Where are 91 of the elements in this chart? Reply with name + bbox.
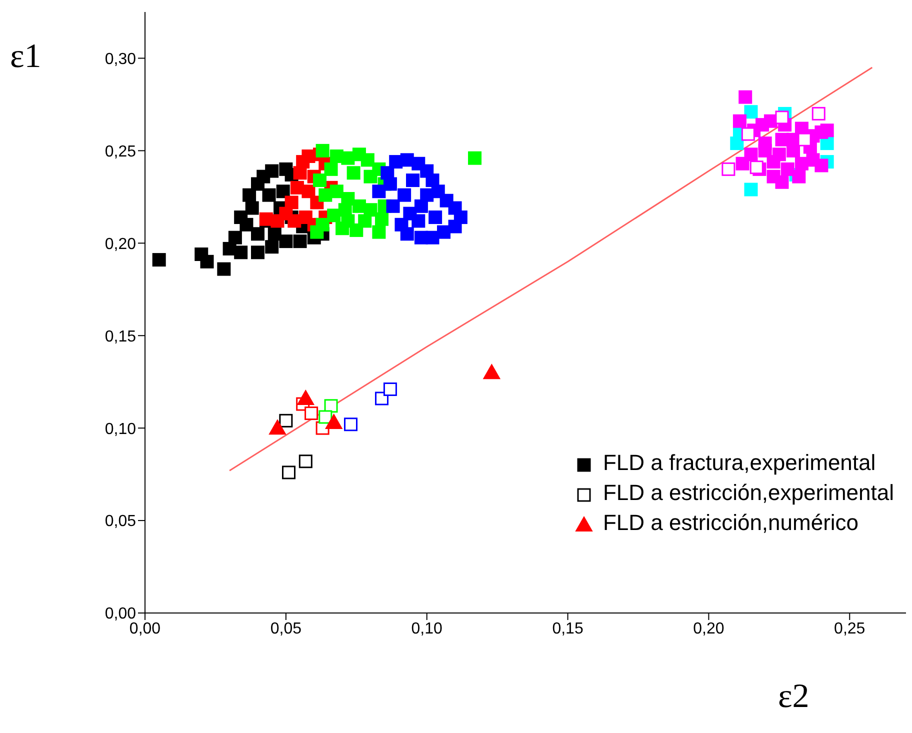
- point: [304, 406, 318, 420]
- point: [792, 170, 806, 184]
- point: [812, 106, 826, 120]
- x-axis-title: ε2: [778, 678, 810, 716]
- point: [772, 148, 786, 162]
- point: [302, 184, 316, 198]
- point: [330, 184, 344, 198]
- x-tick-label: 0,10: [411, 620, 443, 638]
- point: [279, 414, 293, 428]
- y-tick-label: 0,15: [104, 328, 136, 346]
- point: [344, 418, 358, 432]
- point: [346, 166, 360, 180]
- point: [318, 188, 332, 202]
- point: [265, 240, 279, 254]
- point: [780, 162, 794, 176]
- point: [741, 127, 755, 141]
- point: [242, 188, 256, 202]
- legend-label: FLD a estricción,experimental: [602, 479, 894, 507]
- point: [265, 164, 279, 178]
- point: [798, 132, 812, 146]
- point: [279, 234, 293, 248]
- point: [468, 151, 482, 165]
- point: [282, 466, 296, 480]
- point: [738, 90, 752, 104]
- point: [325, 414, 342, 430]
- point: [814, 158, 828, 172]
- point: [250, 227, 264, 241]
- point: [420, 188, 434, 202]
- point: [276, 184, 290, 198]
- point: [394, 218, 408, 232]
- point: [744, 182, 758, 196]
- y-tick-label: 0,05: [104, 513, 136, 530]
- y-tick-label: 0,20: [104, 236, 136, 253]
- x-tick-label: 0,00: [129, 620, 161, 638]
- point: [324, 399, 338, 413]
- point: [750, 160, 764, 174]
- point: [313, 174, 326, 188]
- point: [262, 188, 276, 202]
- point: [310, 225, 324, 239]
- x-tick-label: 0,05: [270, 620, 302, 638]
- y-axis-title: ε1: [10, 38, 42, 76]
- point: [318, 410, 332, 424]
- point: [775, 110, 789, 124]
- point: [766, 170, 780, 184]
- legend-label: FLD a fractura,experimental: [602, 449, 877, 477]
- point: [316, 144, 330, 158]
- point: [298, 454, 312, 468]
- point: [152, 253, 166, 267]
- point: [268, 420, 286, 435]
- point: [406, 174, 420, 188]
- point: [372, 225, 386, 239]
- x-tick-label: 0,15: [552, 620, 584, 638]
- point: [200, 254, 214, 268]
- point: [284, 196, 298, 210]
- point: [297, 390, 314, 405]
- point: [428, 210, 442, 224]
- point: [744, 105, 758, 119]
- point: [217, 262, 231, 276]
- point: [350, 223, 364, 237]
- y-tick-label: 0,00: [104, 606, 136, 623]
- point: [386, 199, 400, 213]
- y-tick-label: 0,10: [104, 420, 136, 438]
- point: [483, 364, 500, 380]
- y-tick-label: 0,30: [104, 50, 136, 68]
- y-tick-label: 0,25: [104, 143, 136, 160]
- point: [360, 153, 374, 167]
- point: [383, 382, 397, 396]
- point: [758, 144, 772, 158]
- x-tick-label: 0,20: [693, 620, 724, 638]
- point: [820, 124, 834, 138]
- point: [288, 214, 302, 228]
- x-tick-label: 0,25: [834, 620, 866, 638]
- point: [732, 114, 746, 128]
- point: [372, 184, 386, 198]
- legend-label: FLD a estricción,numérico: [602, 509, 860, 537]
- point: [364, 170, 378, 184]
- point: [250, 246, 264, 260]
- point: [398, 188, 412, 202]
- point: [380, 166, 394, 180]
- point: [245, 201, 259, 215]
- point: [414, 230, 428, 244]
- point: [412, 214, 426, 228]
- point: [234, 246, 248, 260]
- point: [324, 162, 338, 176]
- point: [722, 162, 736, 176]
- point: [228, 230, 242, 244]
- point: [358, 214, 372, 228]
- point: [414, 199, 428, 213]
- point: [736, 156, 750, 170]
- point: [293, 234, 307, 248]
- point: [336, 222, 350, 236]
